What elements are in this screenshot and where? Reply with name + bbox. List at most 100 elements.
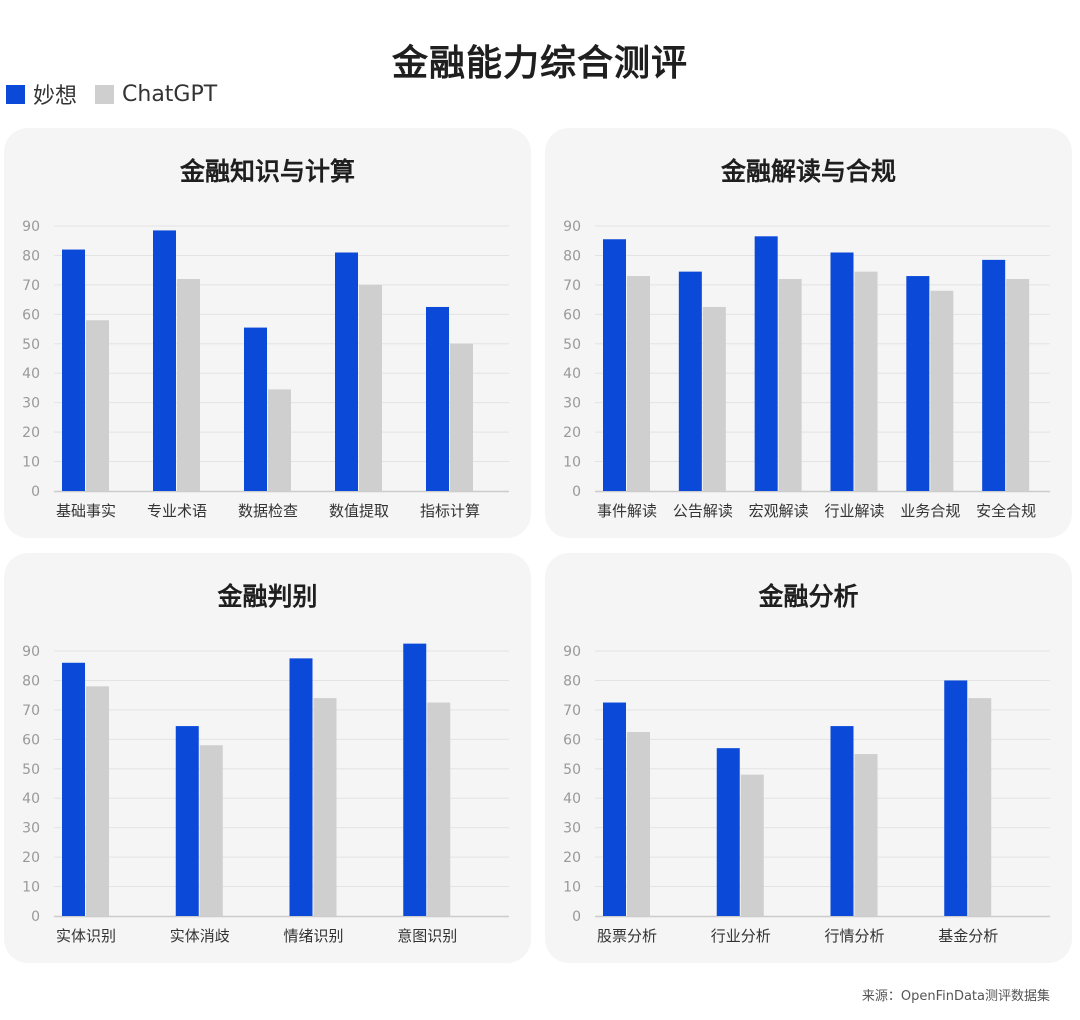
y-tick-label: 30 [22,396,40,412]
y-tick-label: 10 [22,880,40,896]
bar-chart-interpretation: 0 10 20 30 40 50 60 70 80 90 事件解读 公告解读 宏观解读 行业解读 业务合规安… [563,219,1050,520]
x-tick-label: 数据检查 [238,502,298,520]
bar-chart-analysis: 0 10 20 30 40 50 60 70 80 90 股票分析 行业分析 行情分析 基金分析 [563,644,1050,945]
bar-miaoxiang [754,236,778,491]
bar-chatgpt [1006,279,1030,491]
bar-miaoxiang [289,658,313,916]
legend-swatch-chatgpt [95,84,115,104]
y-tick-label: 50 [22,337,40,353]
bar-miaoxiang [830,252,854,491]
legend-label-miaoxiang: 妙想 [33,84,78,109]
chart-panel-analysis: 金融分析 0 10 20 30 40 50 60 70 80 90 股票分析 行业分析 行情分析 基金分析 [545,553,1072,963]
x-tick-label: 情绪识别 [283,927,343,945]
bar-chart-discrimination: 0 10 20 30 40 50 60 70 80 90 实体识别 实体消歧 情绪识别 意图识别 [22,643,509,945]
x-tick-label: 宏观解读 [749,502,809,520]
y-tick-label: 20 [563,850,581,866]
y-tick-label: 10 [563,455,581,471]
y-tick-label: 0 [31,909,40,925]
x-tick-label: 实体消歧 [170,927,230,945]
source-note: 来源：OpenFinData测评数据集 [861,989,1050,1004]
y-tick-label: 40 [22,366,40,382]
y-tick-label: 30 [563,821,581,837]
x-tick-label: 行情分析 [824,927,884,945]
bar-chatgpt [86,320,109,491]
x-tick-label: 股票分析 [597,927,657,945]
x-tick-label: 基础事实 [56,502,116,520]
bar-chatgpt [854,271,878,491]
bar-miaoxiang [678,271,702,491]
bar-chatgpt [968,698,992,916]
y-tick-label: 70 [22,703,40,719]
bar-miaoxiang [403,643,427,916]
y-tick-label: 90 [22,219,40,235]
bar-miaoxiang [244,327,267,491]
y-tick-label: 50 [563,762,581,778]
bar-miaoxiang [982,259,1006,491]
chart-title: 金融分析 [758,582,859,611]
chart-panel-discrimination: 金融判别 0 10 20 30 40 50 60 70 80 90 实体识别 实体消歧 情绪识别 意图识别 [4,553,531,963]
x-tick-label: 行业分析 [711,927,771,945]
y-tick-label: 50 [22,762,40,778]
bar-miaoxiang [62,249,85,491]
y-tick-label: 10 [22,455,40,471]
legend-item-miaoxiang: 妙想 [6,78,77,110]
y-tick-label: 40 [563,366,581,382]
y-tick-label: 40 [22,791,40,807]
x-tick-label: 意图识别 [397,927,457,945]
y-tick-label: 0 [572,909,581,925]
bar-miaoxiang [906,276,930,491]
x-tick-label: 专业术语 [147,502,207,520]
bar-chatgpt [740,774,764,916]
bar-miaoxiang [426,306,449,491]
chart-panel-knowledge: 金融知识与计算 0 10 20 30 40 50 60 70 80 90 基础事实 专业术语 数据检查 数… [4,128,531,538]
chart-panel-interpretation: 金融解读与合规 0 10 20 30 40 50 60 70 80 90 事件解读 公告解读 宏观解读行… [545,128,1072,538]
bar-chatgpt [313,698,337,916]
y-tick-label: 20 [22,850,40,866]
x-tick-label: 基金分析 [938,927,998,945]
bar-chatgpt [854,754,878,916]
y-tick-label: 60 [563,732,581,748]
y-tick-label: 80 [22,248,40,264]
y-tick-label: 30 [22,821,40,837]
bar-miaoxiang [603,702,626,916]
y-tick-label: 90 [563,219,581,235]
chart-title: 金融解读与合规 [720,157,896,186]
y-tick-label: 70 [22,278,40,294]
y-tick-label: 10 [563,880,581,896]
y-tick-label: 80 [563,673,581,689]
bar-chatgpt [86,686,109,916]
y-tick-label: 60 [22,732,40,748]
bar-miaoxiang [716,748,740,916]
bar-chatgpt [177,279,200,491]
bar-chatgpt [627,276,650,491]
y-tick-label: 90 [563,644,581,660]
y-tick-label: 20 [22,425,40,441]
legend: 妙想 ChatGPT [6,78,235,110]
page-title: 金融能力综合测评 [391,43,688,84]
bar-chatgpt [427,702,451,916]
x-tick-label: 指标计算 [420,502,480,520]
bar-miaoxiang [603,239,626,491]
bar-chart-knowledge: 0 10 20 30 40 50 60 70 80 90 基础事实 专业术语 数据检查 数值提取 指标计算 [22,219,509,520]
bar-chatgpt [450,343,473,491]
bar-miaoxiang [335,252,358,491]
x-tick-label: 行业解读 [824,502,884,520]
bar-chatgpt [930,290,954,491]
x-tick-label: 业务合规 [900,502,960,520]
legend-item-chatgpt: ChatGPT [95,82,217,107]
x-tick-label: 数值提取 [329,502,389,520]
x-tick-label: 公告解读 [673,502,733,520]
y-tick-label: 80 [563,248,581,264]
bar-chatgpt [199,745,223,916]
bar-miaoxiang [153,230,176,491]
y-tick-label: 60 [22,307,40,323]
x-tick-label: 实体识别 [56,927,116,945]
bar-miaoxiang [944,680,968,916]
bar-chatgpt [778,279,802,491]
legend-label-chatgpt: ChatGPT [122,81,218,107]
bar-chatgpt [359,284,382,491]
bar-miaoxiang [62,662,85,916]
y-tick-label: 60 [563,307,581,323]
y-tick-label: 70 [563,703,581,719]
legend-swatch-miaoxiang [6,84,25,104]
